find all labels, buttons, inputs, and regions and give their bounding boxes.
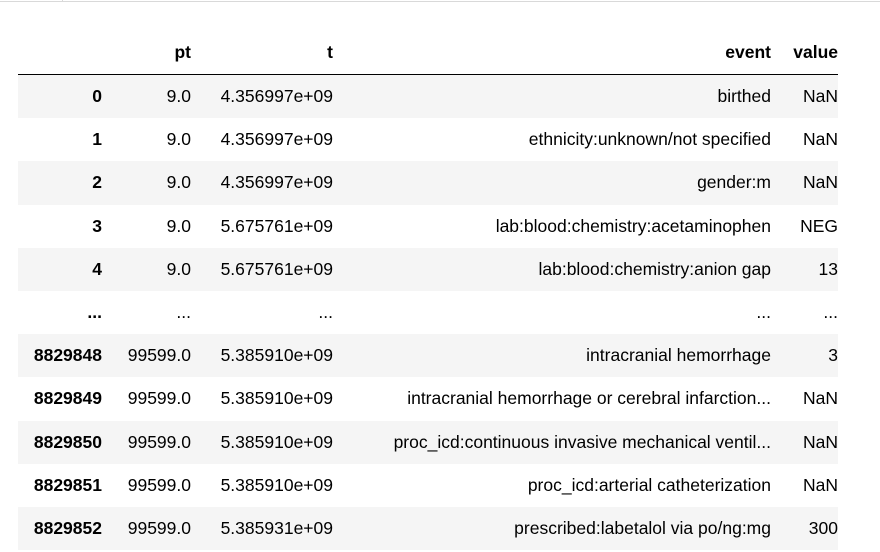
cell-value: NaN <box>802 474 838 495</box>
row-index: 0 <box>92 86 102 107</box>
cell-event: proc_icd:continuous invasive mechanical … <box>393 431 771 452</box>
row-index: 4 <box>92 258 102 279</box>
cell-value: 13 <box>818 258 838 279</box>
row-index: 8829848 <box>33 345 102 366</box>
header-pt: pt <box>102 31 191 75</box>
cell-value: NaN <box>802 431 838 452</box>
cell-event: proc_icd:arterial catheterization <box>527 474 771 495</box>
cell-t: ... <box>318 302 333 323</box>
cell-t: 5.385910e+09 <box>220 431 333 452</box>
table-row: 0 9.0 4.356997e+09 birthed NaN <box>18 74 838 119</box>
row-index: 8829849 <box>33 388 102 409</box>
table-body: 0 9.0 4.356997e+09 birthed NaN 1 9.0 4.356997e+… <box>18 74 838 551</box>
cell-pt: 99599.0 <box>127 388 191 409</box>
cell-value: NaN <box>802 388 838 409</box>
cell-pt: 9.0 <box>166 129 191 150</box>
cell-t: 5.385910e+09 <box>220 474 333 495</box>
table-row: 8829850 99599.0 5.385910e+09 proc_icd:conti… <box>18 420 838 464</box>
cell-event: ... <box>756 302 771 323</box>
cell-event: lab:blood:chemistry:acetaminophen <box>495 215 771 236</box>
cell-value: ... <box>823 302 838 323</box>
cell-value: 300 <box>808 517 838 538</box>
row-index: 8829852 <box>33 517 102 538</box>
cell-t: 5.385910e+09 <box>220 345 333 366</box>
header-t: t <box>191 31 333 75</box>
table-row: 8829848 99599.0 5.385910e+09 intracranial h… <box>18 334 838 378</box>
cell-value: NaN <box>802 86 838 107</box>
row-index: 2 <box>92 172 102 193</box>
cell-pt: 99599.0 <box>127 517 191 538</box>
row-index: 8829851 <box>33 474 102 495</box>
cell-t: 5.385910e+09 <box>220 388 333 409</box>
cell-event: lab:blood:chemistry:anion gap <box>538 258 771 279</box>
cell-value: 3 <box>828 345 838 366</box>
table-row: 8829852 99599.0 5.385931e+09 prescribed:lab… <box>18 506 838 551</box>
cell-t: 4.356997e+09 <box>220 129 333 150</box>
cell-event: birthed <box>717 86 771 107</box>
cell-t: 4.356997e+09 <box>220 172 333 193</box>
row-index: ... <box>87 302 102 323</box>
table-header: pt t event value <box>18 31 838 75</box>
cell-t: 4.356997e+09 <box>220 86 333 107</box>
row-index: 1 <box>92 129 102 150</box>
cell-t: 5.385931e+09 <box>220 517 333 538</box>
header-event: event <box>333 31 771 75</box>
table-row: 4 9.0 5.675761e+09 lab:blood:chemistry:anio… <box>18 247 838 291</box>
cell-top-border <box>0 0 880 2</box>
table-row: ............... <box>18 291 838 334</box>
cell-event: intracranial hemorrhage or cerebral infa… <box>407 388 771 409</box>
cell-pt: 9.0 <box>166 172 191 193</box>
cell-pt: 99599.0 <box>127 474 191 495</box>
header-value: value <box>771 31 838 75</box>
dataframe-table: pt t event value 0 9.0 4.356997e+09 birthed… <box>18 31 838 551</box>
table-row: 8829851 99599.0 5.385910e+09 proc_icd:arter… <box>18 464 838 507</box>
table-row: 1 9.0 4.356997e+09 ethnicity:unknown/not sp… <box>18 118 838 161</box>
cell-value: NaN <box>802 172 838 193</box>
cell-pt: ... <box>176 302 191 323</box>
cell-event: gender:m <box>697 172 771 193</box>
cell-t: 5.675761e+09 <box>220 258 333 279</box>
cell-pt: 99599.0 <box>127 345 191 366</box>
cell-pt: 9.0 <box>166 215 191 236</box>
table-row: 3 9.0 5.675761e+09 lab:blood:chemistry:acet… <box>18 205 838 248</box>
cell-event: ethnicity:unknown/not specified <box>528 129 771 150</box>
table-row: 2 9.0 4.356997e+09 gender:m NaN <box>18 161 838 205</box>
table-row: 8829849 99599.0 5.385910e+09 intracranial h… <box>18 377 838 420</box>
cell-event: prescribed:labetalol via po/ng:mg <box>514 517 771 538</box>
cell-pt: 99599.0 <box>127 431 191 452</box>
header-row: pt t event value <box>18 31 838 75</box>
cell-divider <box>62 0 63 2</box>
cell-value: NaN <box>802 129 838 150</box>
cell-pt: 9.0 <box>166 86 191 107</box>
row-index: 8829850 <box>33 431 102 452</box>
cell-pt: 9.0 <box>166 258 191 279</box>
cell-t: 5.675761e+09 <box>220 215 333 236</box>
cell-value: NEG <box>800 215 838 236</box>
row-index: 3 <box>92 215 102 236</box>
header-index <box>18 31 102 75</box>
cell-event: intracranial hemorrhage <box>586 345 771 366</box>
